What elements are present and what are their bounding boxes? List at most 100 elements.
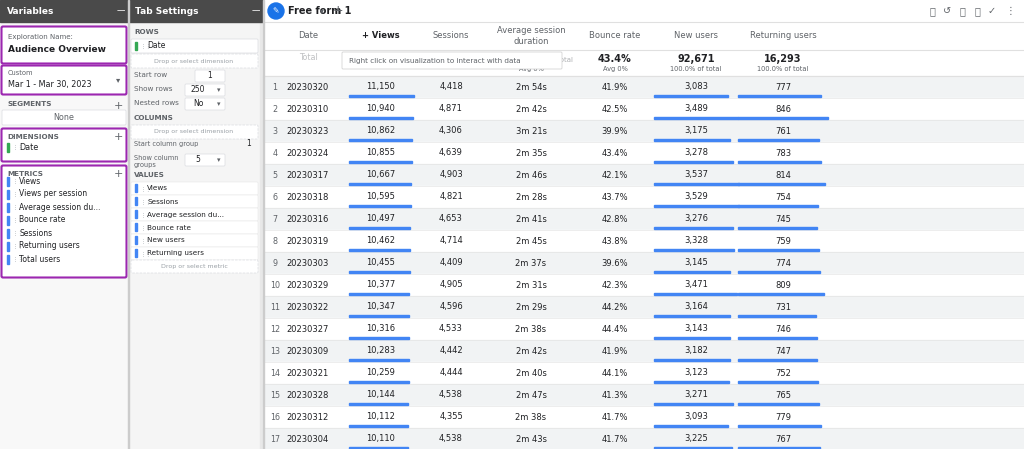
Bar: [654, 117, 738, 119]
Text: 2m 54s: 2m 54s: [515, 83, 547, 92]
Text: 1: 1: [246, 140, 251, 149]
Bar: [135, 249, 137, 257]
Bar: [263, 0, 1024, 449]
Text: 3,143: 3,143: [684, 325, 708, 334]
Bar: [738, 381, 818, 383]
Bar: [263, 406, 1024, 428]
Bar: [263, 318, 1024, 340]
Text: 20230318: 20230318: [287, 193, 329, 202]
Bar: [654, 271, 729, 273]
Bar: [0, 22, 128, 449]
Text: 10,667: 10,667: [367, 171, 395, 180]
Text: 4,596: 4,596: [439, 303, 463, 312]
Text: 100.0% of total: 100.0% of total: [758, 66, 809, 72]
Text: 20230317: 20230317: [287, 171, 329, 180]
Text: 20230316: 20230316: [287, 215, 329, 224]
Text: 2m 41s: 2m 41s: [515, 215, 547, 224]
Text: ROWS: ROWS: [134, 29, 159, 35]
Text: 41.7%: 41.7%: [602, 413, 629, 422]
Bar: [349, 359, 409, 361]
Bar: [349, 425, 408, 427]
Bar: [263, 22, 1024, 50]
Bar: [349, 205, 411, 207]
Text: DIMENSIONS: DIMENSIONS: [7, 134, 58, 140]
Text: Right click on visualization to interact with data: Right click on visualization to interact…: [349, 57, 520, 63]
Bar: [263, 76, 1024, 98]
Bar: [654, 183, 739, 185]
Text: Total users: Total users: [19, 255, 60, 264]
Text: ↺: ↺: [943, 6, 951, 16]
Text: ▾: ▾: [217, 157, 221, 163]
FancyBboxPatch shape: [131, 221, 258, 234]
Bar: [128, 0, 263, 22]
Bar: [263, 164, 1024, 186]
Text: Views: Views: [19, 176, 41, 185]
Bar: [263, 208, 1024, 230]
Text: 11: 11: [270, 303, 280, 312]
FancyBboxPatch shape: [195, 70, 225, 82]
Bar: [654, 139, 730, 141]
Bar: [738, 337, 817, 339]
Text: 3,182: 3,182: [684, 347, 708, 356]
Text: ⋮⋮: ⋮⋮: [13, 230, 24, 235]
Text: 3,175: 3,175: [684, 127, 708, 136]
Text: Free form 1: Free form 1: [288, 6, 351, 16]
Text: 👥: 👥: [974, 6, 980, 16]
Bar: [263, 98, 1024, 120]
Bar: [738, 249, 819, 251]
Bar: [654, 403, 732, 405]
Bar: [263, 0, 1024, 22]
Bar: [738, 359, 817, 361]
Bar: [738, 95, 820, 97]
Text: 11,150: 11,150: [367, 83, 395, 92]
Text: 10: 10: [270, 281, 280, 290]
Text: ⋮⋮: ⋮⋮: [13, 256, 24, 261]
Text: 42.3%: 42.3%: [602, 281, 629, 290]
Text: —: —: [252, 6, 260, 16]
Text: ⋮⋮: ⋮⋮: [13, 192, 24, 197]
Text: 774: 774: [775, 259, 791, 268]
Text: Bounce rate: Bounce rate: [147, 224, 191, 230]
FancyBboxPatch shape: [131, 125, 258, 139]
Text: 3,537: 3,537: [684, 171, 708, 180]
Text: 4,306: 4,306: [439, 127, 463, 136]
Text: 100.0% of total: 100.0% of total: [671, 66, 722, 72]
Text: 20230323: 20230323: [287, 127, 329, 136]
Text: 10,259: 10,259: [367, 369, 395, 378]
Bar: [654, 315, 730, 317]
Text: 4,444: 4,444: [439, 369, 463, 378]
Bar: [738, 117, 828, 119]
Text: 3,164: 3,164: [684, 303, 708, 312]
Text: ▾: ▾: [217, 87, 221, 93]
Text: ✓: ✓: [988, 6, 996, 16]
Bar: [263, 186, 1024, 208]
Text: 20230319: 20230319: [287, 237, 329, 246]
Text: 2m 47s: 2m 47s: [515, 391, 547, 400]
Text: ⋮⋮: ⋮⋮: [141, 199, 152, 204]
Bar: [349, 315, 410, 317]
Text: ▾: ▾: [319, 6, 324, 16]
Text: 2m 38s: 2m 38s: [515, 413, 547, 422]
Bar: [349, 95, 414, 97]
Text: 4,533: 4,533: [439, 325, 463, 334]
Text: Returning users: Returning users: [147, 251, 204, 256]
Bar: [654, 227, 733, 229]
Bar: [0, 0, 128, 22]
Text: ⋮⋮: ⋮⋮: [141, 225, 152, 230]
Text: 250: 250: [190, 85, 205, 94]
Text: 20230324: 20230324: [287, 149, 329, 158]
Text: 2m 43s: 2m 43s: [515, 435, 547, 444]
FancyBboxPatch shape: [185, 154, 225, 166]
Text: ⋮⋮: ⋮⋮: [13, 204, 24, 210]
Text: —: —: [117, 6, 125, 16]
Text: 44.4%: 44.4%: [602, 325, 628, 334]
FancyBboxPatch shape: [131, 39, 258, 53]
Text: 4,905: 4,905: [439, 281, 463, 290]
Text: 3: 3: [272, 127, 278, 136]
Bar: [738, 403, 819, 405]
Text: 41.9%: 41.9%: [602, 347, 628, 356]
Text: 43.4%: 43.4%: [598, 54, 632, 64]
Text: Sessions: Sessions: [147, 198, 178, 204]
Text: 4,714: 4,714: [439, 237, 463, 246]
Bar: [263, 120, 1024, 142]
